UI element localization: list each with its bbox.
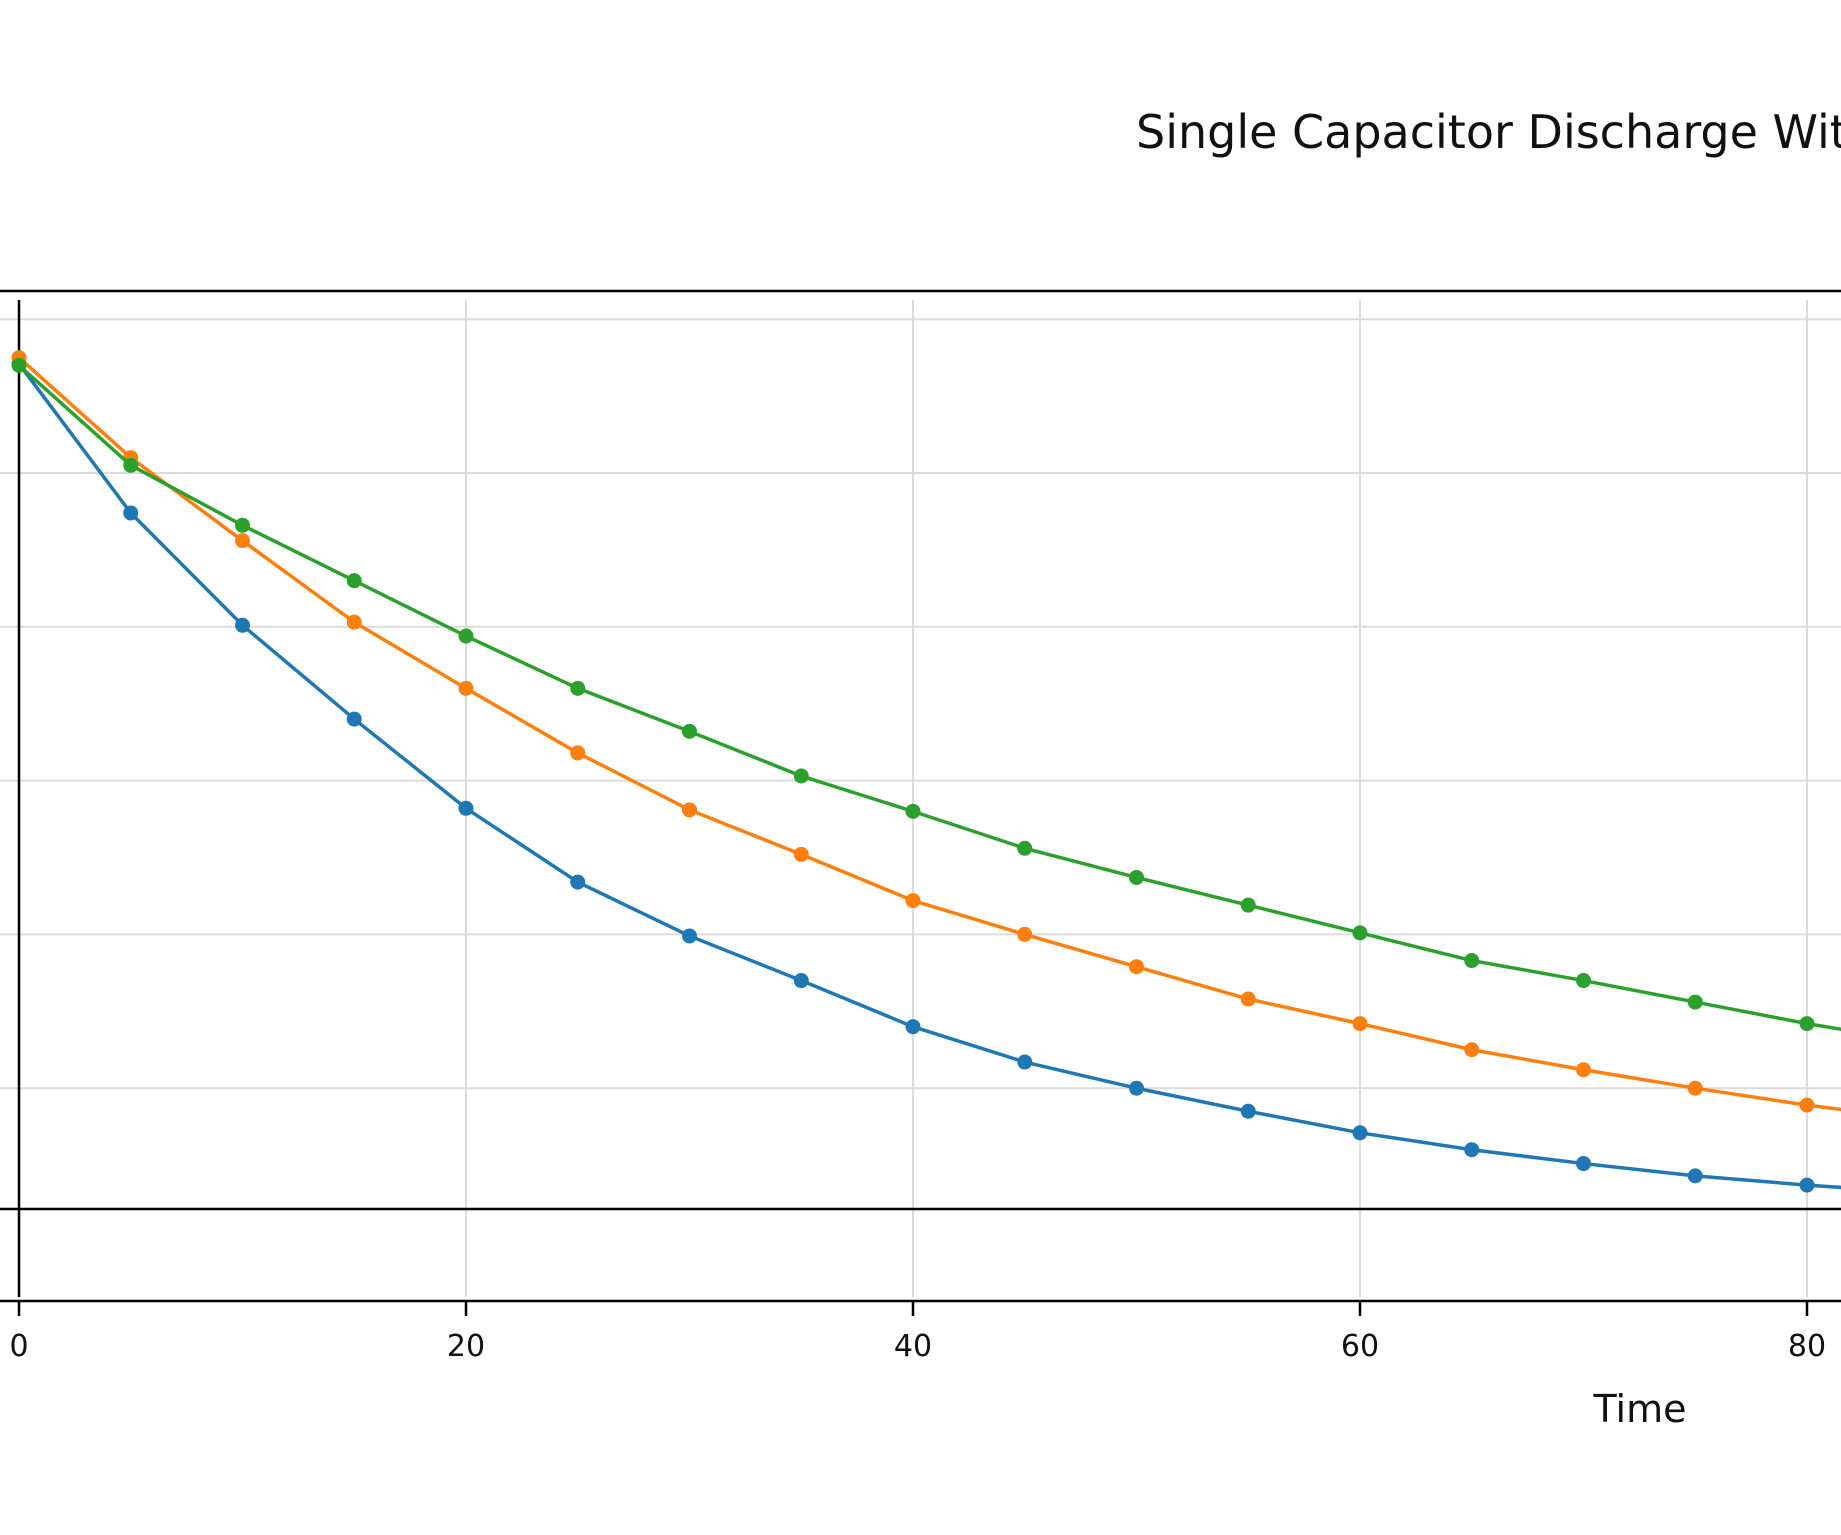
x-tick-label: 80 [1788, 1329, 1826, 1364]
data-point [1017, 926, 1033, 942]
data-point [1687, 1168, 1703, 1184]
data-point [1129, 869, 1144, 885]
data-point [793, 768, 809, 784]
data-point [570, 745, 586, 761]
data-point [1464, 1042, 1480, 1058]
data-point [1576, 1062, 1591, 1078]
data-point [682, 802, 697, 818]
data-point [1017, 840, 1033, 856]
data-point [1017, 1054, 1033, 1070]
data-point [905, 803, 921, 819]
data-point [1240, 1103, 1256, 1119]
data-point [458, 680, 474, 696]
series-line-2 [17, 356, 1841, 1112]
data-point [570, 874, 586, 890]
data-point [570, 680, 586, 696]
data-point [235, 617, 250, 633]
data-point [1129, 1080, 1144, 1096]
data-point [682, 928, 697, 944]
data-point [1240, 897, 1256, 913]
series-line-3 [17, 364, 1841, 1031]
data-point [1687, 1080, 1703, 1096]
data-point [123, 505, 139, 521]
data-point [1464, 1142, 1480, 1158]
data-point [346, 614, 362, 630]
data-point [1799, 1097, 1815, 1113]
series-line-1 [17, 362, 1841, 1190]
series-group [11, 350, 1841, 1193]
data-point [458, 628, 474, 644]
x-axis-label: Time [1593, 1387, 1687, 1431]
x-tick-label: 60 [1341, 1329, 1379, 1364]
data-point [793, 973, 809, 989]
data-point [905, 893, 921, 909]
data-point [905, 1019, 921, 1035]
data-point [1576, 973, 1591, 989]
data-point [1352, 925, 1368, 941]
data-point [1576, 1156, 1591, 1172]
data-point [1799, 1016, 1815, 1032]
data-point [1352, 1125, 1368, 1141]
grid [0, 300, 1841, 1297]
data-point [235, 517, 250, 533]
data-point [458, 800, 474, 816]
data-point [11, 357, 27, 373]
data-point [235, 533, 250, 549]
data-point [1799, 1177, 1815, 1193]
data-point [1464, 953, 1480, 969]
x-tick-label: 40 [894, 1329, 932, 1364]
data-point [1687, 994, 1703, 1010]
data-point [346, 711, 362, 727]
data-point [346, 573, 362, 589]
x-tick-label: 0 [9, 1329, 28, 1364]
x-tick-label: 20 [447, 1329, 485, 1364]
data-point [1129, 959, 1144, 975]
data-point [1240, 991, 1256, 1007]
x-ticks: 0 20 40 60 80 [9, 1301, 1826, 1364]
chart-title: Single Capacitor Discharge Wit [1136, 105, 1841, 159]
data-point [793, 846, 809, 862]
data-point [682, 723, 697, 739]
data-point [123, 457, 139, 473]
data-point [1352, 1016, 1368, 1032]
